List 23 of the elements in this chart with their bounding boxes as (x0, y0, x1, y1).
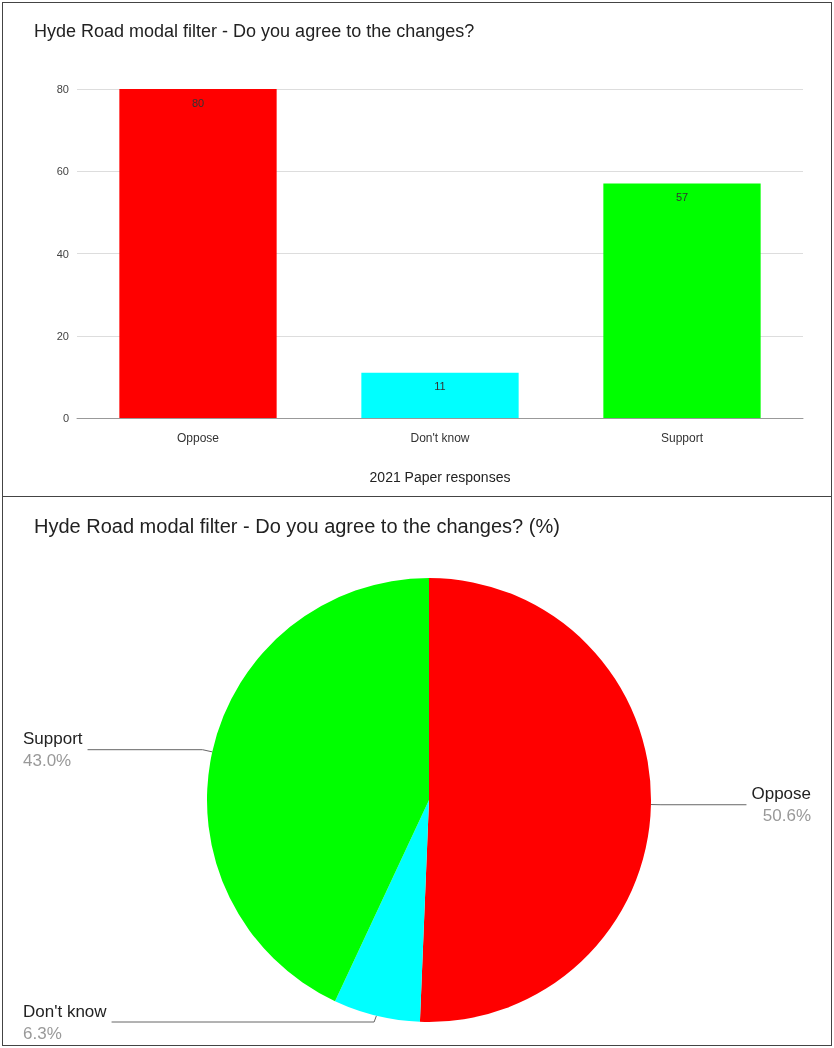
data-label: 43.0% (23, 751, 72, 771)
bar (603, 183, 761, 418)
data-label: 57 (675, 191, 689, 204)
y-tick-label: 40 (56, 247, 69, 260)
slice-label: Support (23, 729, 83, 749)
chart-title: Hyde Road modal filter - Do you agree to the changes? (34, 21, 475, 41)
y-tick-label: 80 (56, 83, 69, 95)
chart-title: Hyde Road modal filter - Do you agree to the changes? (%) (34, 515, 560, 537)
data-label: 80 (191, 96, 205, 109)
y-tick-label: 60 (56, 165, 69, 178)
data-label: 11 (434, 380, 446, 393)
x-tick-label: Oppose (176, 431, 220, 445)
slice-label: Don't know (23, 1001, 108, 1021)
bar (361, 372, 519, 418)
y-tick-label: 0 (62, 412, 69, 424)
data-label: 6.3% (23, 1023, 62, 1043)
bar (119, 89, 277, 418)
x-tick-label: Don't know (410, 431, 470, 445)
y-tick-label: 20 (56, 329, 69, 342)
x-axis-title: 2021 Paper responses (369, 469, 511, 485)
data-label: 50.6% (762, 806, 811, 826)
slice-label: Oppose (751, 784, 811, 804)
x-tick-label: Support (660, 431, 704, 445)
